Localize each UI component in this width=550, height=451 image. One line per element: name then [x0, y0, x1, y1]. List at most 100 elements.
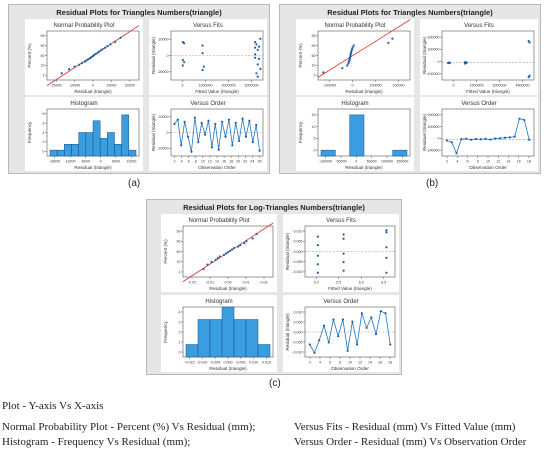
x-axis-label: Residual (triangle) — [345, 89, 383, 94]
order-series-line — [446, 118, 530, 155]
footer-heading: Plot - Y-axis Vs X-axis — [2, 400, 104, 412]
order-point — [460, 138, 463, 141]
order-point — [238, 139, 241, 143]
x-tick-label: 0 — [100, 160, 102, 164]
y-tick-label: -100000 — [426, 72, 439, 76]
fit-point — [255, 43, 258, 46]
probability-point — [97, 50, 100, 53]
order-point — [356, 343, 359, 346]
order-point — [374, 332, 378, 336]
order-point — [332, 318, 335, 321]
histogram-bar — [392, 149, 408, 157]
x-tick-label: 20 — [236, 160, 240, 164]
order-series-line — [309, 310, 391, 354]
histogram-bar — [85, 132, 94, 157]
fit-point — [259, 67, 262, 70]
order-point — [337, 335, 340, 338]
probability-point — [210, 260, 213, 263]
y-axis-label: Residual (triangle) — [422, 36, 427, 74]
fit-point — [342, 252, 345, 255]
histogram-plot: Histogram Residual (triangle) Frequency -18… — [25, 97, 143, 171]
order-point — [341, 318, 344, 321]
fit-point — [254, 53, 257, 56]
order-point — [258, 149, 261, 152]
y-axis-label: Residual (triangle) — [151, 113, 156, 151]
order-point — [327, 341, 330, 344]
histogram-bar — [56, 149, 65, 157]
x-axis-label: Fitted Value (triangle) — [466, 89, 510, 94]
x-tick-label: 2 — [446, 160, 448, 164]
x-tick-label: 10 — [486, 160, 490, 164]
caption-a: (a) — [128, 178, 141, 189]
order-point — [255, 123, 258, 127]
normal-probability-plot: Normal Probability Plot Residual (triangl… — [296, 19, 414, 95]
x-tick-label: -100000 — [319, 160, 332, 164]
versus-fits-plot: Versus Fits Fitted Value (triangle) Residu… — [420, 19, 538, 95]
histogram-bar — [221, 306, 235, 358]
y-tick-label: -100000 — [426, 148, 439, 152]
probability-point — [341, 67, 344, 70]
y-tick-label: 0.005 — [294, 320, 303, 324]
y-tick-label: 1 — [43, 73, 45, 77]
x-tick-label: -0.01 — [206, 281, 214, 285]
x-tick-label: 12000 — [126, 160, 136, 164]
fit-point — [259, 37, 262, 40]
fit-point — [201, 68, 204, 72]
x-axis-label: Observation Order — [469, 165, 507, 170]
plot-frame — [317, 30, 411, 81]
subplot-title: Versus Fits — [464, 23, 494, 29]
x-axis-label: Residual (triangle) — [74, 165, 112, 170]
plot-frame — [304, 306, 396, 358]
y-tick-label: -0.005 — [292, 340, 302, 344]
x-tick-label: 1000000 — [199, 84, 213, 88]
order-point — [528, 138, 531, 141]
order-point — [244, 135, 248, 138]
subplot-title: Normal Probability Plot — [53, 23, 114, 29]
order-point — [227, 118, 231, 121]
y-tick-label: 0.000 — [294, 250, 303, 254]
fit-point — [201, 44, 204, 47]
normal-probability-plot: Normal Probability Plot Residual (triangl… — [25, 19, 143, 95]
histogram-plot: Histogram Residual (triangle) Frequency -10… — [296, 97, 414, 171]
y-tick-label: 0 — [167, 54, 169, 58]
order-point — [203, 133, 207, 136]
panel-title: Residual Plots for Triangles Numbers(tri… — [56, 8, 222, 17]
fit-point — [201, 52, 204, 55]
x-tick-label: 0.005 — [236, 361, 245, 365]
x-tick-label: 6 — [467, 160, 469, 164]
order-point — [308, 343, 311, 346]
fit-point — [385, 231, 388, 234]
order-point — [474, 137, 477, 141]
x-tick-label: -0.02 — [188, 281, 196, 285]
x-tick-label: 2 — [174, 160, 176, 164]
fit-point — [448, 61, 452, 64]
x-tick-label: 50000 — [367, 160, 377, 164]
y-tick-label: 15 — [312, 113, 316, 117]
fit-point — [256, 75, 259, 78]
x-tick-label: 4 — [319, 361, 321, 365]
x-tick-label: 0.000 — [224, 361, 233, 365]
fit-point — [256, 63, 259, 66]
probability-point — [216, 256, 219, 260]
y-tick-label: 10 — [312, 125, 316, 129]
probability-point — [346, 64, 349, 67]
subplot-title: Histogram — [341, 101, 368, 107]
versus-order-plot: Versus Order Observation Order Residual (t… — [420, 97, 538, 171]
y-tick-label: -0.010 — [292, 270, 302, 274]
footer-left-1: Normal Probability Plot - Percent (%) Vs… — [2, 421, 256, 433]
probability-point — [94, 52, 97, 55]
order-point — [186, 135, 190, 138]
x-tick-label: -0.005 — [210, 361, 220, 365]
order-point — [489, 138, 492, 141]
x-axis-label: Observation Order — [331, 366, 369, 371]
order-point — [200, 121, 203, 124]
x-tick-label: 20000 — [125, 84, 135, 88]
order-point — [351, 320, 354, 323]
x-tick-label: 100000 — [370, 84, 382, 88]
x-axis-label: Observation Order — [198, 165, 236, 170]
footer-left-2: Histogram - Frequency Vs Residual (mm); — [2, 436, 191, 448]
order-point — [384, 312, 387, 315]
plot-frame — [441, 30, 535, 81]
fit-point — [316, 244, 319, 247]
subplot-title: Normal Probability Plot — [324, 23, 385, 29]
